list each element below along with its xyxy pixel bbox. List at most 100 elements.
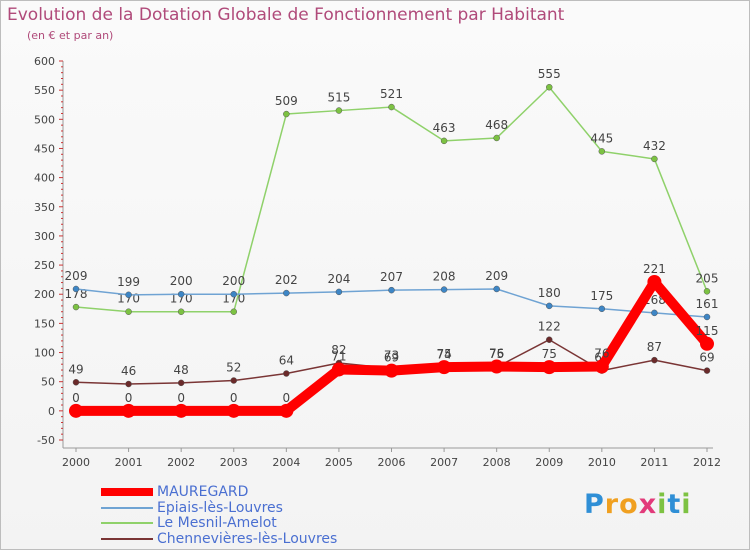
data-point-le-mesnil-amelot bbox=[493, 134, 500, 142]
data-point-le-mesnil-amelot bbox=[546, 83, 553, 91]
logo-letter: i bbox=[681, 489, 692, 520]
data-label-le-mesnil-amelot: 509 bbox=[275, 94, 298, 108]
x-tick-label: 2007 bbox=[430, 456, 458, 469]
data-label-le-mesnil-amelot: 170 bbox=[170, 292, 193, 306]
data-label-chennevi-res-l-s-louvres: 122 bbox=[538, 320, 561, 334]
data-label-epiais-l-s-louvres: 204 bbox=[327, 272, 350, 286]
data-label-mauregard: 0 bbox=[230, 391, 238, 405]
data-point-le-mesnil-amelot bbox=[440, 137, 448, 145]
legend-label: Epiais-lès-Louvres bbox=[157, 499, 283, 516]
legend-label: MAUREGARD bbox=[157, 484, 249, 500]
data-point-epiais-l-s-louvres bbox=[703, 313, 711, 321]
data-label-mauregard: 75 bbox=[542, 347, 557, 361]
data-point-epiais-l-s-louvres bbox=[230, 290, 237, 298]
logo-letter: r bbox=[604, 489, 620, 520]
data-label-mauregard: 221 bbox=[643, 262, 666, 276]
data-label-chennevi-res-l-s-louvres: 46 bbox=[121, 364, 136, 378]
data-point-le-mesnil-amelot bbox=[388, 103, 395, 111]
legend-label: Chennevières-lès-Louvres bbox=[157, 530, 338, 547]
data-point-le-mesnil-amelot bbox=[72, 303, 80, 311]
y-tick-label: 0 bbox=[48, 405, 55, 418]
data-point-mauregard bbox=[121, 403, 136, 418]
data-label-mauregard: 0 bbox=[177, 391, 185, 405]
data-point-epiais-l-s-louvres bbox=[72, 285, 80, 293]
x-tick-label: 2012 bbox=[693, 456, 721, 469]
chart-subtitle: (en € et par an) bbox=[27, 29, 114, 42]
data-label-le-mesnil-amelot: 445 bbox=[590, 131, 613, 145]
data-point-chennevi-res-l-s-louvres bbox=[651, 356, 658, 364]
legend-item-epiais: Epiais-lès-Louvres bbox=[101, 499, 337, 517]
data-label-mauregard: 0 bbox=[72, 391, 80, 405]
data-label-le-mesnil-amelot: 468 bbox=[485, 118, 508, 132]
x-tick-label: 2003 bbox=[220, 456, 248, 469]
y-tick-label: 150 bbox=[34, 317, 55, 330]
data-label-le-mesnil-amelot: 205 bbox=[696, 271, 719, 285]
y-tick-label: 350 bbox=[34, 201, 55, 214]
logo-letter: i bbox=[657, 489, 668, 520]
data-point-epiais-l-s-louvres bbox=[335, 288, 343, 296]
legend-swatch-mesnil bbox=[101, 522, 153, 524]
data-point-epiais-l-s-louvres bbox=[177, 290, 185, 298]
data-label-epiais-l-s-louvres: 208 bbox=[433, 270, 456, 284]
legend-item-chennevieres: Chennevières-lès-Louvres bbox=[101, 530, 338, 548]
data-point-mauregard bbox=[226, 403, 241, 418]
logo-letter: P bbox=[584, 489, 605, 520]
data-label-epiais-l-s-louvres: 200 bbox=[170, 274, 193, 288]
data-label-mauregard: 76 bbox=[489, 347, 504, 361]
data-point-mauregard bbox=[594, 359, 609, 374]
data-label-chennevi-res-l-s-louvres: 52 bbox=[226, 361, 241, 375]
data-point-chennevi-res-l-s-louvres bbox=[703, 367, 711, 374]
data-label-epiais-l-s-louvres: 202 bbox=[275, 273, 298, 287]
legend-swatch-epiais bbox=[101, 506, 153, 509]
data-point-chennevi-res-l-s-louvres bbox=[283, 370, 290, 377]
data-label-epiais-l-s-louvres: 175 bbox=[590, 289, 613, 303]
y-tick-label: 300 bbox=[34, 230, 55, 243]
data-point-mauregard bbox=[279, 403, 294, 418]
data-point-epiais-l-s-louvres bbox=[388, 286, 395, 294]
data-label-chennevi-res-l-s-louvres: 49 bbox=[68, 362, 83, 376]
y-tick-label: 450 bbox=[34, 142, 55, 155]
data-point-mauregard bbox=[384, 363, 399, 378]
data-point-le-mesnil-amelot bbox=[335, 107, 343, 114]
data-point-le-mesnil-amelot bbox=[230, 308, 237, 315]
data-label-mauregard: 0 bbox=[283, 391, 291, 405]
chart-title: Evolution de la Dotation Globale de Fonc… bbox=[7, 5, 565, 25]
x-tick-label: 2002 bbox=[167, 456, 195, 469]
y-tick-label: -50 bbox=[37, 434, 55, 447]
data-point-mauregard bbox=[647, 274, 662, 289]
data-point-epiais-l-s-louvres bbox=[651, 309, 658, 317]
data-label-chennevi-res-l-s-louvres: 69 bbox=[699, 351, 714, 365]
data-point-epiais-l-s-louvres bbox=[283, 289, 290, 297]
data-label-chennevi-res-l-s-louvres: 73 bbox=[384, 348, 399, 362]
data-label-le-mesnil-amelot: 432 bbox=[643, 139, 666, 153]
logo-letter: o bbox=[619, 489, 639, 520]
data-label-le-mesnil-amelot: 555 bbox=[538, 67, 561, 81]
data-point-chennevi-res-l-s-louvres bbox=[72, 379, 80, 386]
data-label-mauregard: 115 bbox=[696, 324, 719, 338]
data-label-le-mesnil-amelot: 515 bbox=[327, 91, 350, 105]
legend-label: Le Mesnil-Amelot bbox=[157, 515, 277, 531]
data-label-mauregard: 71 bbox=[331, 349, 346, 363]
data-label-epiais-l-s-louvres: 207 bbox=[380, 270, 403, 284]
x-tick-label: 2001 bbox=[115, 456, 143, 469]
proxiti-logo: Proxiti bbox=[584, 489, 692, 520]
y-tick-label: 600 bbox=[34, 55, 55, 68]
x-tick-label: 2010 bbox=[588, 456, 616, 469]
y-tick-label: 200 bbox=[34, 288, 55, 301]
data-label-chennevi-res-l-s-louvres: 87 bbox=[647, 340, 662, 354]
data-point-le-mesnil-amelot bbox=[177, 308, 185, 315]
data-label-epiais-l-s-louvres: 200 bbox=[222, 274, 245, 288]
y-tick-label: 500 bbox=[34, 113, 55, 126]
x-tick-label: 2000 bbox=[62, 456, 90, 469]
data-label-epiais-l-s-louvres: 209 bbox=[485, 269, 508, 283]
legend-item-mauregard: MAUREGARD bbox=[101, 484, 337, 501]
data-point-le-mesnil-amelot bbox=[283, 110, 290, 118]
data-label-epiais-l-s-louvres: 161 bbox=[696, 297, 719, 311]
data-point-mauregard bbox=[542, 360, 557, 375]
data-point-chennevi-res-l-s-louvres bbox=[177, 379, 185, 387]
x-tick-label: 2008 bbox=[483, 456, 511, 469]
y-tick-label: 550 bbox=[34, 84, 55, 97]
data-label-chennevi-res-l-s-louvres: 64 bbox=[279, 354, 294, 368]
